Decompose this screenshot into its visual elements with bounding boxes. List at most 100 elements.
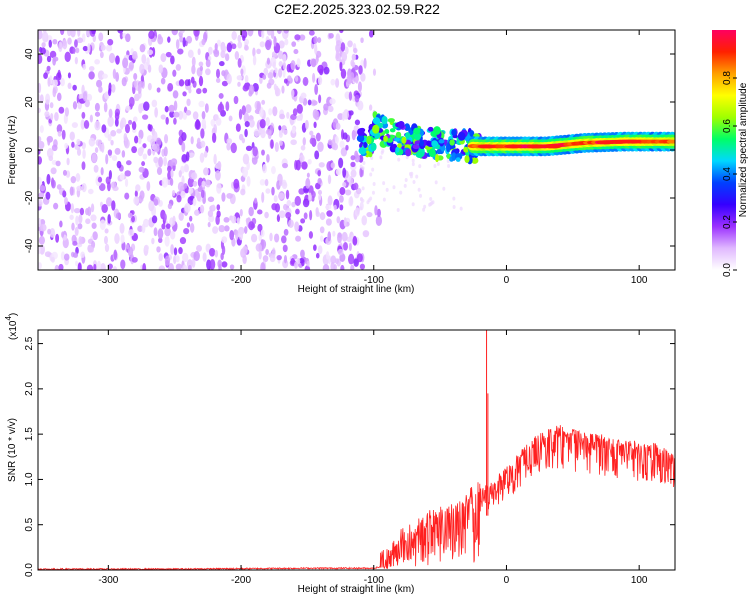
noise-blob	[78, 214, 83, 224]
noise-blob	[253, 128, 260, 138]
noise-blob	[268, 108, 273, 116]
noise-blob	[53, 202, 59, 210]
noise-blob	[340, 147, 348, 157]
noise-blob	[60, 30, 65, 36]
noise-blob	[121, 241, 126, 251]
noise-blob	[133, 135, 139, 144]
noise-blob	[202, 252, 207, 262]
noise-blob	[197, 186, 203, 192]
noise-blob	[342, 132, 348, 140]
spectral-blob	[448, 143, 456, 150]
noise-blob	[38, 201, 43, 207]
noise-blob	[272, 106, 278, 117]
noise-blob	[168, 104, 175, 113]
noise-blob	[77, 262, 82, 270]
noise-blob	[127, 212, 133, 219]
noise-blob	[343, 217, 347, 227]
noise-blob	[201, 118, 207, 129]
noise-blob	[317, 189, 322, 196]
colorbar-label: Normalized spectral amplitude	[738, 82, 749, 217]
noise-blob	[93, 263, 97, 270]
noise-blob	[76, 185, 83, 192]
noise-blob	[181, 153, 188, 163]
noise-blob	[115, 55, 120, 65]
noise-blob	[283, 203, 288, 211]
signal-band-segment	[666, 139, 675, 144]
noise-blob	[205, 179, 211, 188]
noise-blob	[38, 82, 42, 94]
noise-blob	[75, 173, 81, 182]
noise-blob	[411, 202, 415, 207]
noise-blob	[243, 39, 250, 45]
noise-blob	[131, 53, 138, 60]
noise-blob	[379, 155, 383, 160]
noise-blob	[38, 30, 43, 40]
noise-blob	[332, 230, 336, 237]
noise-blob	[333, 204, 337, 211]
noise-blob	[278, 60, 283, 67]
noise-blob	[41, 42, 46, 48]
spectrogram-y-tick-label: 40	[24, 48, 35, 60]
noise-blob	[274, 233, 280, 243]
noise-blob	[119, 31, 124, 40]
noise-blob	[300, 218, 306, 224]
noise-blob	[284, 38, 289, 46]
noise-blob	[164, 133, 169, 144]
noise-blob	[124, 178, 129, 188]
noise-blob	[58, 106, 65, 114]
snr-scale-exponent: 4	[4, 316, 13, 321]
noise-blob	[44, 111, 50, 118]
noise-blob	[89, 114, 93, 123]
noise-blob	[133, 79, 137, 88]
noise-blob	[38, 235, 45, 245]
noise-blob	[183, 228, 190, 235]
noise-blob	[69, 131, 75, 141]
noise-blob	[90, 203, 95, 213]
noise-blob	[42, 31, 49, 43]
noise-blob	[112, 266, 117, 270]
spectral-blob	[471, 157, 479, 164]
snr-y-tick-label: 0.0	[24, 563, 35, 577]
noise-blob	[38, 217, 42, 228]
noise-blob	[335, 168, 342, 176]
noise-blob	[233, 95, 239, 105]
noise-blob	[38, 156, 42, 165]
noise-blob	[285, 189, 290, 200]
noise-blob	[163, 213, 167, 222]
noise-blob	[120, 234, 125, 244]
noise-blob	[369, 172, 373, 177]
noise-blob	[372, 182, 376, 187]
snr-marks	[38, 330, 675, 570]
spectral-blob	[438, 139, 445, 144]
noise-blob	[178, 110, 184, 120]
noise-blob	[330, 255, 337, 264]
noise-blob	[392, 185, 396, 190]
signal-peak	[623, 139, 642, 144]
noise-blob	[348, 110, 354, 116]
noise-blob	[266, 82, 272, 89]
noise-blob	[57, 130, 62, 137]
noise-blob	[127, 229, 135, 237]
noise-blob	[173, 111, 180, 118]
noise-blob	[240, 188, 246, 196]
noise-blob	[52, 87, 57, 98]
noise-blob	[151, 46, 156, 57]
noise-blob	[277, 192, 285, 200]
colorbar-axes: 0.0 0.2 0.4 0.6 0.8	[722, 71, 737, 277]
noise-blob	[86, 264, 94, 270]
noise-blob	[302, 137, 306, 146]
noise-blob	[43, 72, 48, 79]
noise-blob	[72, 240, 78, 246]
noise-blob	[203, 167, 209, 176]
noise-blob	[61, 129, 66, 140]
noise-blob	[360, 72, 366, 82]
noise-blob	[189, 152, 195, 158]
noise-blob	[242, 255, 247, 265]
noise-blob	[47, 77, 51, 87]
noise-blob	[82, 63, 87, 70]
noise-blob	[52, 56, 59, 62]
noise-blob	[180, 190, 186, 199]
noise-blob	[195, 119, 201, 130]
noise-blob	[230, 215, 237, 224]
noise-blob	[315, 252, 320, 259]
